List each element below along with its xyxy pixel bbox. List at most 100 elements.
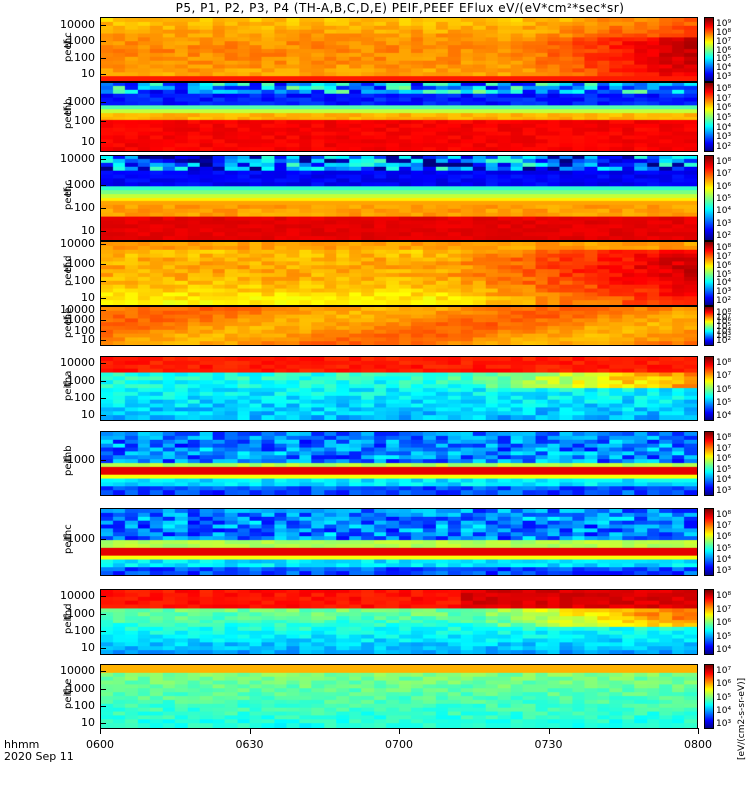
- y-tick-mark: [100, 320, 106, 321]
- spectrogram-image: [101, 509, 697, 575]
- y-tick-label: 10: [81, 715, 95, 729]
- y-tick-mark: [100, 614, 106, 616]
- y-tick-label: 100: [74, 114, 95, 128]
- colorbar-tick-label: 10⁷: [716, 604, 732, 615]
- colorbar-tick-label: 10⁴: [716, 554, 732, 565]
- colorbar-tick-label: 10⁵: [716, 464, 732, 475]
- colorbar-tick-label: 10⁸: [716, 433, 732, 443]
- colorbar-tick-label: 10⁷: [716, 251, 732, 262]
- y-tick-mark: [100, 340, 106, 342]
- colorbar-tick-label: 10⁶: [716, 454, 732, 465]
- colorbar: [704, 17, 714, 82]
- y-tick-mark: [100, 705, 106, 707]
- colorbar-tick-label: 10⁴: [716, 705, 732, 716]
- x-tick-label: 0630: [235, 738, 264, 751]
- y-tick-mark: [100, 538, 106, 540]
- date-label: 2020 Sep 11: [4, 750, 74, 763]
- y-tick-label: 100: [74, 698, 95, 712]
- colorbar-tick-label: 10⁵: [716, 269, 732, 280]
- y-tick-label: 10: [81, 223, 95, 237]
- colorbar-tick-label: 10⁷: [716, 666, 732, 676]
- y-tick-label: 100: [74, 50, 95, 64]
- y-tick-mark: [100, 159, 106, 161]
- x-tick-label: 0600: [86, 738, 114, 751]
- y-tick-label: 10000: [60, 152, 95, 166]
- y-tick-label: 1000: [67, 256, 95, 270]
- y-tick-mark: [100, 41, 106, 43]
- x-tick-mark: [249, 728, 251, 734]
- colorbar-tick-label: 10⁸: [716, 84, 732, 94]
- y-tick-mark: [100, 185, 106, 187]
- colorbar-tick-label: 10⁹: [716, 19, 732, 29]
- spectrogram-image: [101, 307, 697, 345]
- colorbar: [704, 82, 714, 152]
- y-tick-mark: [100, 631, 106, 633]
- colorbar-tick-label: 10⁷: [716, 93, 732, 104]
- x-tick-mark: [548, 728, 550, 734]
- colorbar-tick-label: 10⁵: [716, 113, 732, 123]
- colorbar-tick-label: 10⁴: [716, 326, 732, 337]
- x-tick-label: 0800: [684, 738, 712, 751]
- colorbar-tick-label: 10⁸: [716, 308, 732, 318]
- colorbar-tick-label: 10⁸: [716, 510, 732, 520]
- colorbar-tick-label: 10³: [716, 331, 732, 342]
- y-tick-label: 1000: [67, 178, 95, 192]
- y-tick-mark: [100, 101, 106, 103]
- y-tick-label: 10: [81, 641, 95, 655]
- colorbar-tick-label: 10⁸: [716, 243, 732, 253]
- colorbar-tick-label: 10⁵: [716, 322, 732, 332]
- colorbar-tick-label: 10⁴: [716, 206, 732, 217]
- colorbar-tick-label: 10⁶: [716, 260, 732, 271]
- colorbar-tick-label: 10²: [716, 142, 732, 152]
- spectrogram-image: [101, 242, 697, 305]
- colorbar: [704, 508, 714, 576]
- colorbar: [704, 306, 714, 346]
- y-tick-mark: [100, 460, 106, 462]
- colorbar-unit-text: [eV/(cm2-s-sr-eV)]: [737, 677, 747, 760]
- y-tick-label: 100: [74, 323, 95, 337]
- colorbar-tick-label: 10⁶: [716, 45, 732, 56]
- colorbar-tick-label: 10⁷: [716, 312, 732, 323]
- colorbar: [704, 241, 714, 306]
- y-tick-mark: [100, 208, 106, 210]
- spectrogram-panel: [100, 508, 698, 576]
- spectrogram-image: [101, 156, 697, 240]
- x-tick-mark: [100, 728, 101, 734]
- colorbar-tick-label: 10³: [716, 132, 732, 143]
- colorbar-tick-label: 10⁷: [716, 443, 732, 454]
- y-tick-mark: [100, 688, 106, 690]
- spectrogram-image: [101, 590, 697, 654]
- colorbar-tick-label: 10⁷: [716, 36, 732, 47]
- colorbar: [704, 155, 714, 241]
- y-tick-label: 10: [81, 291, 95, 305]
- colorbar-tick-label: 10⁴: [716, 63, 732, 74]
- y-tick-mark: [100, 141, 106, 143]
- y-tick-mark: [100, 310, 106, 311]
- colorbar-tick-label: 10³: [716, 72, 732, 82]
- y-tick-label: 1000: [67, 607, 95, 621]
- y-tick-mark: [100, 595, 106, 597]
- y-tick-label: 1000: [67, 34, 95, 48]
- y-tick-mark: [100, 648, 106, 650]
- y-tick-label: 10: [81, 333, 95, 347]
- y-tick-label: 10000: [60, 588, 95, 602]
- y-tick-label: 10000: [60, 17, 95, 31]
- spectrogram-panel: [100, 155, 698, 241]
- spectrogram-image: [101, 18, 697, 81]
- colorbar-tick-label: 10⁷: [716, 371, 732, 382]
- colorbar-tick-label: 10⁷: [716, 521, 732, 532]
- x-tick-mark: [399, 728, 400, 734]
- colorbar-tick-label: 10³: [716, 218, 732, 229]
- colorbar-tick-label: 10⁴: [716, 122, 732, 133]
- spectrogram-panel: [100, 241, 698, 306]
- colorbar-tick-label: 10⁵: [716, 397, 732, 408]
- y-tick-mark: [100, 330, 106, 332]
- y-tick-mark: [100, 244, 106, 246]
- x-tick-mark: [698, 728, 699, 734]
- y-tick-label: 100: [74, 274, 95, 288]
- y-tick-mark: [100, 74, 106, 76]
- y-tick-label: 100: [74, 201, 95, 215]
- colorbar-tick-label: 10⁶: [716, 181, 732, 192]
- spectrogram-image: [101, 665, 697, 728]
